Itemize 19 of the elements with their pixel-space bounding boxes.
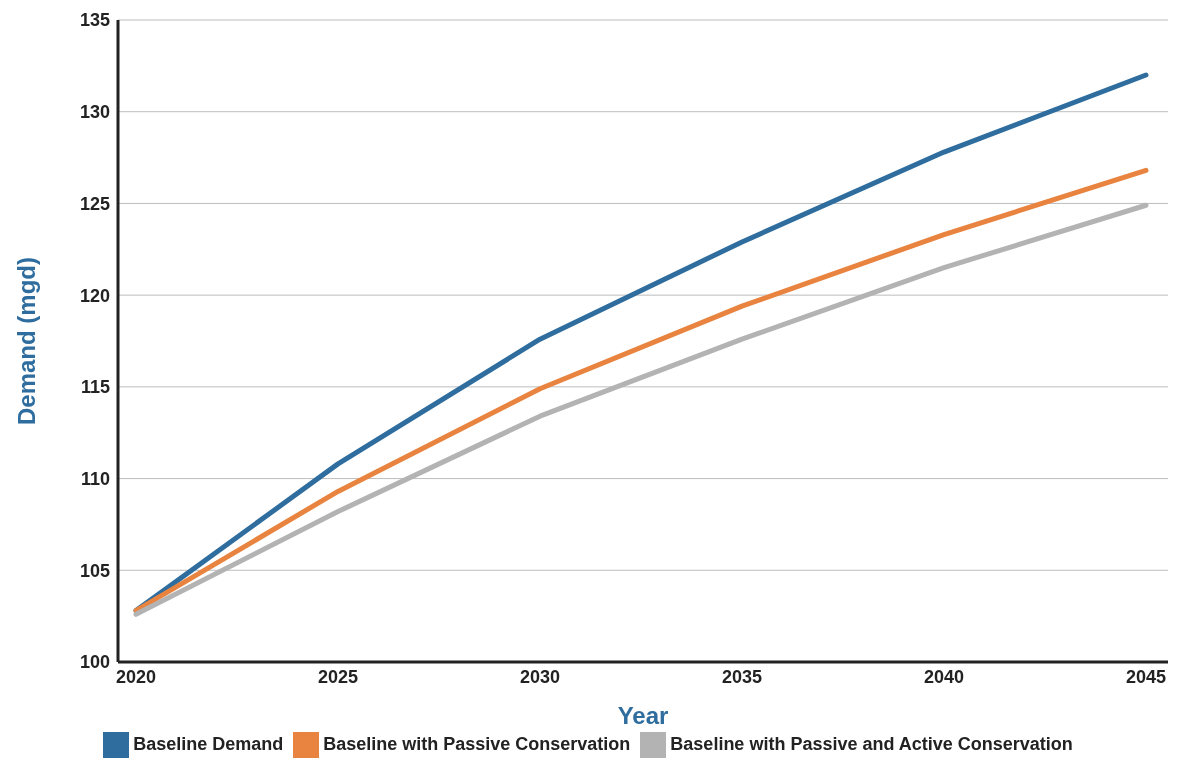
y-tick-label: 110	[80, 468, 110, 489]
x-tick-label: 2025	[317, 666, 359, 687]
x-tick-label: 2035	[721, 666, 763, 687]
y-tick-label: 120	[79, 285, 110, 306]
x-tick-label: 2030	[519, 666, 561, 687]
y-tick-label: 100	[79, 652, 110, 673]
legend-label: Baseline Demand	[133, 733, 284, 754]
x-tick-label: 2020	[115, 666, 157, 687]
y-axis-title: Demand (mgd)	[12, 257, 40, 425]
y-tick-label: 115	[80, 377, 110, 398]
x-tick-label: 2045	[1125, 666, 1167, 687]
legend-label: Baseline with Passive Conservation	[323, 733, 631, 754]
y-tick-label: 105	[79, 560, 110, 581]
legend-label: Baseline with Passive and Active Conservation	[670, 733, 1073, 754]
y-tick-label: 125	[79, 193, 110, 214]
y-tick-label: 135	[79, 10, 110, 31]
x-tick-label: 2040	[923, 666, 965, 687]
y-tick-label: 130	[79, 102, 110, 123]
x-axis-title: Year	[617, 702, 669, 729]
